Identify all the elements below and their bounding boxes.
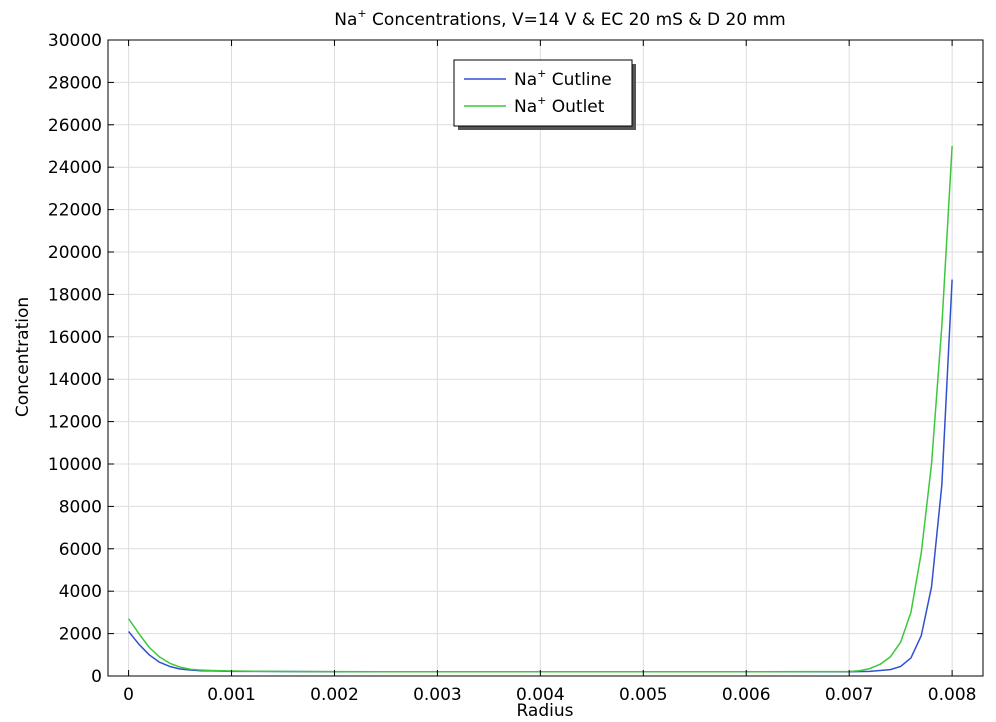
y-tick-label: 22000 [48, 201, 102, 221]
legend: Na+ Cutline Na+ Outlet [453, 59, 636, 130]
legend-label-outlet-prefix: Na [514, 97, 537, 117]
x-tick-labels: 0 0.001 0.002 0.003 0.004 0.005 0.006 0.007 0.00… [123, 685, 976, 705]
chart-title: Na+ Concentrations, V=14 V & EC 20 mS & … [334, 7, 785, 30]
y-tick-label: 24000 [48, 158, 102, 178]
y-tick-label: 4000 [59, 582, 102, 602]
x-tick-label: 0.005 [619, 685, 668, 705]
chart-title-prefix: Na [334, 10, 357, 30]
y-tick-label: 8000 [59, 497, 102, 517]
y-tick-label: 14000 [48, 370, 102, 390]
y-tick-labels: 0 2000 4000 6000 8000 10000 12000 14000 16000 180… [48, 31, 102, 687]
x-tick-label: 0.006 [722, 685, 771, 705]
series-line-outlet [127, 145, 953, 673]
y-tick-label: 16000 [48, 328, 102, 348]
x-tick-label: 0.004 [516, 685, 565, 705]
y-tick-label: 30000 [48, 31, 102, 51]
legend-label-cutline-sup: + [537, 67, 546, 80]
axis-ticks [108, 39, 983, 677]
y-tick-label: 28000 [48, 73, 102, 93]
y-tick-label: 6000 [59, 540, 102, 560]
y-axis-label: Concentration [13, 297, 33, 417]
legend-box [453, 59, 633, 127]
y-tick-label: 12000 [48, 413, 102, 433]
y-tick-label: 10000 [48, 455, 102, 475]
x-tick-label: 0 [123, 685, 134, 705]
x-tick-label: 0.001 [207, 685, 256, 705]
y-tick-label: 20000 [48, 243, 102, 263]
y-tick-label: 0 [91, 667, 102, 687]
legend-label-outlet-sup: + [537, 94, 546, 107]
legend-label-outlet-suffix: Outlet [546, 97, 604, 117]
chart-title-suffix: Concentrations, V=14 V & EC 20 mS & D 20… [367, 10, 786, 30]
x-axis-label: Radius [516, 701, 573, 721]
y-tick-label: 2000 [59, 625, 102, 645]
y-tick-label: 26000 [48, 116, 102, 136]
series-layer [127, 145, 953, 673]
x-tick-label: 0.008 [928, 685, 977, 705]
legend-label-outlet: Na+ Outlet [514, 94, 605, 117]
plot-frame [107, 39, 984, 677]
chart-title-superscript: + [357, 7, 366, 20]
plot-area: 0 0.001 0.002 0.003 0.004 0.005 0.006 0.007 0.00… [48, 31, 984, 705]
x-tick-label: 0.003 [413, 685, 462, 705]
y-tick-label: 18000 [48, 285, 102, 305]
legend-label-cutline: Na+ Cutline [514, 67, 612, 90]
plot-background [108, 40, 983, 676]
x-tick-label: 0.007 [825, 685, 874, 705]
x-tick-label: 0.002 [310, 685, 359, 705]
legend-label-cutline-prefix: Na [514, 70, 537, 90]
legend-label-cutline-suffix: Cutline [546, 70, 611, 90]
